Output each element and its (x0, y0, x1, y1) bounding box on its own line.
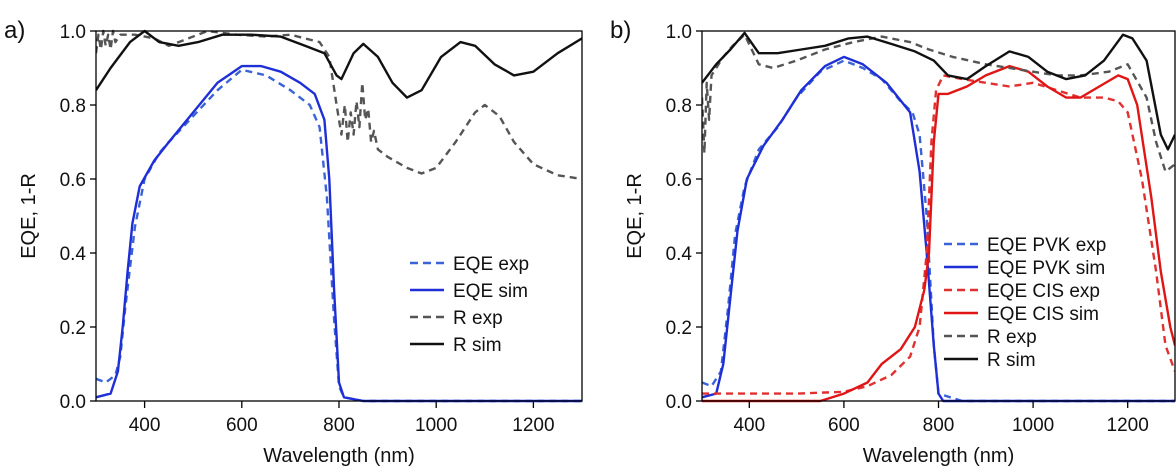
x-tick-label: 600 (226, 415, 258, 436)
legend-label: R sim (453, 335, 502, 356)
series-group (702, 31, 1175, 403)
y-tick-label: 0.2 (666, 318, 692, 339)
y-tick-label: 0.0 (60, 392, 86, 413)
series-line-eqe-exp (96, 68, 582, 403)
y-tick-label: 0.6 (60, 170, 86, 191)
plot-frame (701, 30, 1176, 402)
x-tick-label: 800 (923, 415, 955, 436)
x-tick-label: 1200 (512, 415, 554, 436)
series-line-r-exp (702, 33, 1175, 173)
series-line-eqe-pvk-exp (702, 59, 1175, 403)
y-tick-label: 0.0 (666, 392, 692, 413)
series-line-r-sim (96, 29, 582, 99)
y-axis-title: EQE, 1-R (624, 173, 646, 259)
legend: EQE exp EQE sim R exp R sim (410, 254, 529, 356)
plot-frame (95, 30, 583, 402)
y-tick-label: 0.6 (666, 170, 692, 191)
x-tick-label: 400 (733, 415, 765, 436)
series-line-eqe-sim (96, 64, 582, 403)
y-tick-label: 0.2 (60, 318, 86, 339)
series-line-r-exp (96, 29, 582, 181)
y-tick-label: 1.0 (60, 22, 86, 43)
legend-label: EQE PVK exp (987, 235, 1106, 256)
x-tick-label: 1000 (1012, 415, 1054, 436)
y-tick-label: 0.8 (60, 96, 86, 117)
panel-label: a) (4, 17, 25, 44)
legend-label: EQE CIS sim (987, 304, 1099, 325)
legend-label: EQE sim (453, 281, 528, 302)
series-line-eqe-cis-sim (702, 64, 1175, 403)
x-tick-label: 1200 (1107, 415, 1149, 436)
series-line-eqe-cis-exp (702, 74, 1175, 395)
legend-label: EQE exp (453, 254, 529, 275)
x-axis-title: Wavelength (nm) (263, 445, 415, 467)
x-tick-label: 800 (323, 415, 355, 436)
chart-panel-b: b) 400 600 800 1000 1200 0.0 0.2 0.4 0.6 0.8 1.0 Wav… (610, 17, 1176, 467)
legend-label: R exp (987, 327, 1037, 348)
series-line-eqe-pvk-sim (702, 55, 1175, 403)
legend-label: EQE CIS exp (987, 281, 1100, 302)
legend-label: R exp (453, 308, 503, 329)
y-tick-label: 0.4 (666, 244, 693, 265)
y-axis-title: EQE, 1-R (18, 173, 40, 259)
y-tick-label: 0.8 (666, 96, 692, 117)
x-tick-label: 400 (129, 415, 161, 436)
panel-label: b) (610, 17, 631, 44)
series-line-r-sim (702, 31, 1175, 151)
x-tick-label: 1000 (415, 415, 457, 436)
x-tick-label: 600 (828, 415, 860, 436)
legend-label: EQE PVK sim (987, 258, 1105, 279)
chart-panel-a: a) 400 600 800 1000 1200 0.0 0.2 0.4 0.6 0.8 1.0 Wav… (4, 17, 583, 467)
y-tick-label: 0.4 (60, 244, 87, 265)
y-tick-label: 1.0 (666, 22, 692, 43)
series-group (96, 29, 582, 403)
x-axis-title: Wavelength (nm) (863, 445, 1015, 467)
legend-label: R sim (987, 350, 1036, 371)
